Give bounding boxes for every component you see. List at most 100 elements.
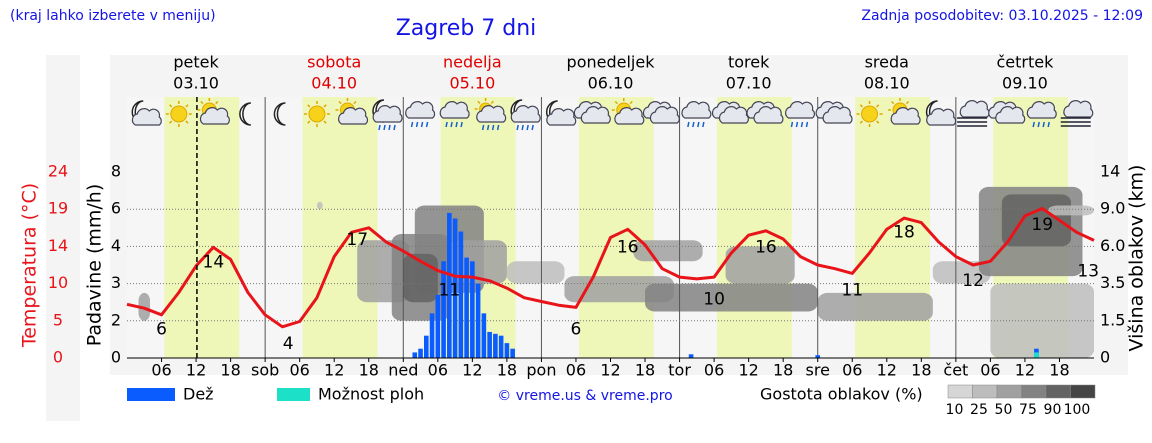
precip-bar	[493, 333, 498, 358]
precip-bar	[475, 283, 481, 358]
cloud	[439, 101, 470, 119]
day-date: 04.10	[311, 74, 357, 93]
precip-bar	[464, 257, 469, 358]
weather-icon	[711, 101, 749, 124]
weather-icon	[1026, 101, 1057, 128]
rain-drop	[790, 121, 794, 128]
precip-bar	[441, 261, 446, 358]
weather-icon	[239, 102, 251, 126]
sun-ray	[185, 104, 189, 108]
rain-drop	[486, 124, 490, 131]
precip-bar	[452, 218, 458, 358]
cloud	[1026, 101, 1057, 119]
cloud-patch	[645, 283, 818, 312]
y-tick-label: 2	[111, 310, 121, 329]
precip-bar	[510, 348, 515, 358]
x-tick-label: sre	[806, 361, 830, 380]
legend-label: Dež	[183, 385, 214, 404]
day-name: petek	[173, 53, 219, 72]
sun-ray	[876, 120, 880, 124]
temperature-label: 12	[962, 271, 984, 291]
precip-bar	[498, 335, 504, 358]
precip-bar	[424, 335, 429, 358]
temp-tick-label: 10	[48, 273, 68, 292]
precip-bar	[412, 352, 418, 358]
weather-icon	[988, 101, 1026, 124]
rain-drop	[425, 121, 429, 128]
sun-ray	[353, 100, 357, 105]
y2-tick-label: 1.5	[1100, 310, 1125, 329]
y2-axis-title: Višina oblakov (km)	[1126, 165, 1148, 352]
rain-drop	[1032, 121, 1035, 128]
weather-icon	[303, 101, 330, 127]
rain-drop	[455, 121, 458, 128]
cloud	[131, 108, 162, 126]
temperature-label: 4	[283, 334, 294, 354]
sun	[861, 105, 879, 123]
weather-icon	[439, 101, 470, 128]
cloud	[199, 107, 230, 125]
cloud-patch	[725, 246, 795, 284]
weather-icon	[856, 101, 883, 127]
sun-ray	[614, 100, 618, 105]
rain-drop	[410, 121, 414, 128]
rain-drop	[1042, 121, 1045, 128]
daylight-band	[164, 97, 240, 358]
temp-axis-title: Temperatura (°C)	[19, 183, 41, 348]
weather-icon	[681, 101, 712, 128]
rain-drop	[805, 121, 809, 128]
weather-icon	[573, 101, 611, 124]
temperature-label: 13	[1077, 262, 1099, 282]
cloud-legend-label: 50	[995, 402, 1013, 418]
x-tick-label: 12	[1015, 361, 1035, 380]
weather-icon	[888, 98, 921, 125]
rain-drop	[460, 121, 463, 128]
x-tick-label: 18	[1049, 361, 1069, 380]
day-date: 09.10	[1002, 74, 1048, 93]
x-tick-label: ned	[388, 361, 418, 380]
legend-label: Možnost ploh	[318, 385, 424, 404]
x-tick-label: 12	[462, 361, 482, 380]
cloud	[338, 107, 368, 125]
y-tick-label: 0	[111, 348, 121, 367]
weather-icon	[815, 101, 853, 124]
cloud-patch	[316, 201, 323, 210]
rain-drop	[687, 121, 690, 128]
temperature-label: 17	[346, 230, 368, 250]
day-name: ponedeljek	[567, 53, 656, 72]
weather-icon	[785, 101, 815, 128]
sun-ray	[323, 104, 327, 108]
weather-icon	[1060, 100, 1094, 127]
precip-bar	[688, 354, 694, 358]
sun-ray	[891, 100, 895, 105]
sun-ray	[876, 104, 880, 108]
sun-ray	[859, 120, 863, 124]
y-tick-label: 4	[111, 236, 121, 255]
y-tick-label: 6	[111, 199, 121, 218]
sun	[308, 105, 326, 123]
temperature-label: 14	[203, 252, 225, 272]
weather-icon	[165, 101, 192, 127]
temp-tick-label: 0	[53, 348, 63, 367]
rain-drop	[516, 124, 519, 131]
cloud-patch	[817, 292, 933, 321]
y-tick-label: 3	[111, 273, 121, 292]
weather-icon	[372, 99, 403, 131]
sun-ray	[905, 100, 910, 105]
note: (kraj lahko izberete v meniju)	[10, 8, 216, 24]
day-date: 07.10	[726, 74, 772, 93]
weather-icon	[642, 101, 680, 124]
weather-icon	[546, 100, 577, 126]
temperature-line	[126, 207, 1095, 329]
y2-tick-label: 9.0	[1100, 199, 1125, 218]
sun-ray	[200, 100, 204, 105]
chart-title: Zagreb 7 dni	[396, 16, 537, 41]
rain-drop	[420, 121, 424, 128]
precip-bar	[815, 355, 821, 358]
precip-bar	[447, 212, 452, 358]
cloud-legend-swatch	[972, 384, 998, 399]
y2-tick-label: 0	[1100, 348, 1110, 367]
day-name: sreda	[865, 53, 909, 72]
x-tick-label: tor	[668, 361, 691, 380]
